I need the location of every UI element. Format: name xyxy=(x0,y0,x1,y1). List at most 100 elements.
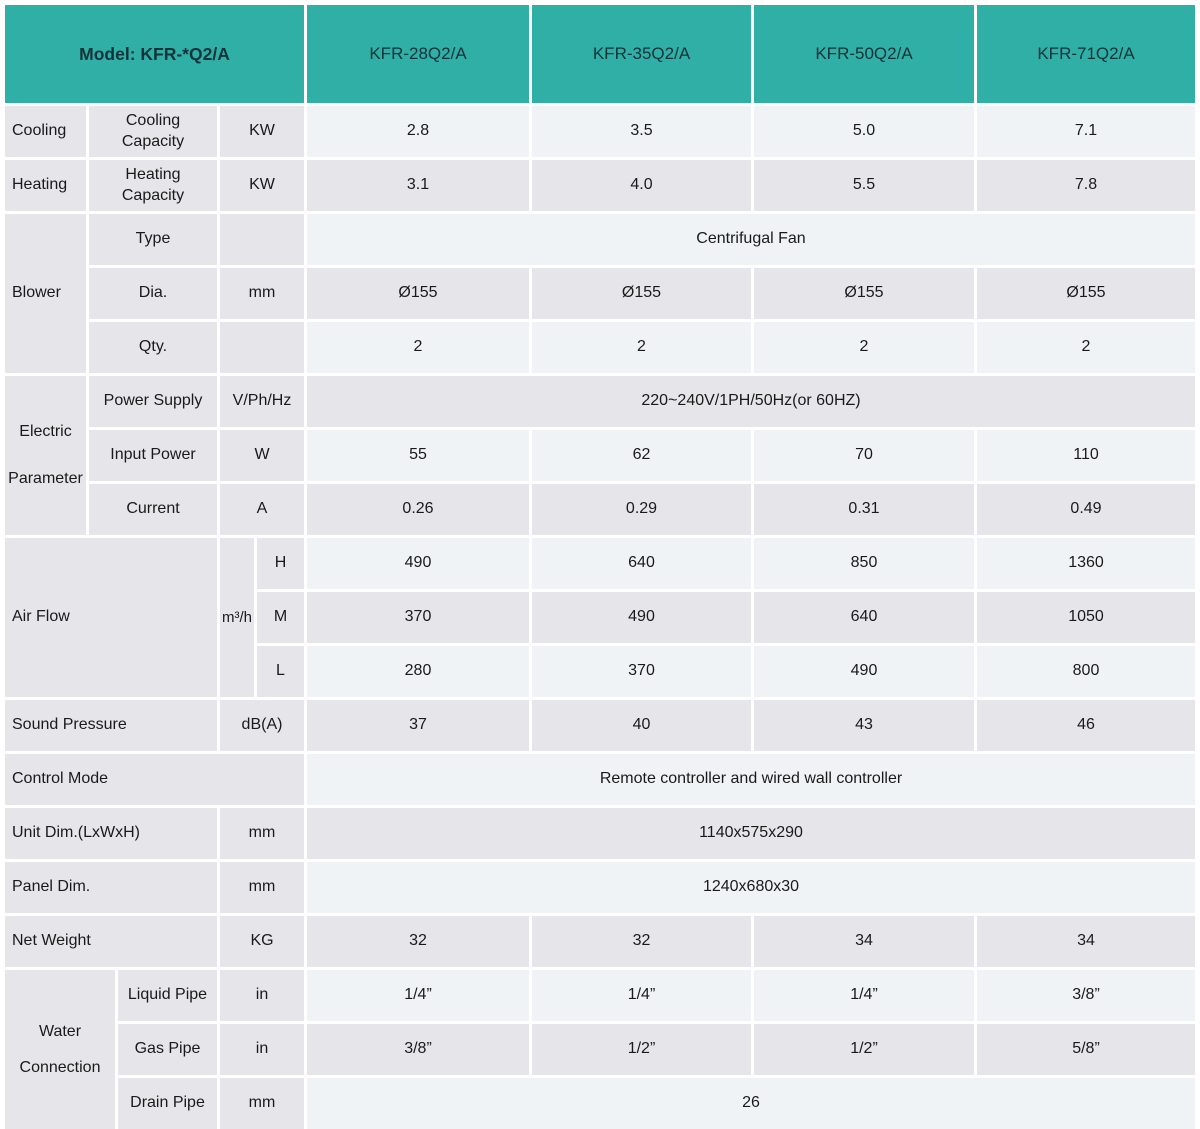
heating-value: 5.5 xyxy=(754,160,974,211)
air-flow-high-value: 490 xyxy=(307,538,529,589)
air-flow-low-label: L xyxy=(257,646,304,697)
air-flow-high-value: 1360 xyxy=(977,538,1195,589)
air-flow-low-value: 800 xyxy=(977,646,1195,697)
header-row: Model: KFR-*Q2/A KFR-28Q2/A KFR-35Q2/A K… xyxy=(5,5,1195,103)
heating-value: 4.0 xyxy=(532,160,751,211)
blower-dia-row: Dia. mm Ø155 Ø155 Ø155 Ø155 xyxy=(89,268,1195,319)
sound-pressure-row: Sound Pressure dB(A) 37 40 43 46 xyxy=(5,700,1195,751)
blower-type-unit xyxy=(220,214,304,265)
blower-type-row: Type Centrifugal Fan xyxy=(89,214,1195,265)
heating-group-label: Heating xyxy=(5,160,86,211)
air-flow-group-label: Air Flow xyxy=(5,538,217,697)
column-header-kfr71: KFR-71Q2/A xyxy=(977,5,1195,103)
air-flow-section: Air Flow m³/h H 490 640 850 1360 M 370 4… xyxy=(5,538,1195,697)
air-flow-medium-value: 1050 xyxy=(977,592,1195,643)
cooling-capacity-label: Cooling Capacity xyxy=(89,106,217,157)
net-weight-row: Net Weight KG 32 32 34 34 xyxy=(5,916,1195,967)
blower-qty-label: Qty. xyxy=(89,322,217,373)
sound-pressure-value: 46 xyxy=(977,700,1195,751)
heating-value: 7.8 xyxy=(977,160,1195,211)
liquid-pipe-row: Liquid Pipe in 1/4” 1/4” 1/4” 3/8” xyxy=(118,970,1195,1021)
column-header-kfr28: KFR-28Q2/A xyxy=(307,5,529,103)
panel-dim-unit: mm xyxy=(220,862,304,913)
unit-dim-row: Unit Dim.(LxWxH) mm 1140x575x290 xyxy=(5,808,1195,859)
air-flow-low-value: 490 xyxy=(754,646,974,697)
sound-pressure-value: 43 xyxy=(754,700,974,751)
air-flow-high-row: H 490 640 850 1360 xyxy=(257,538,1195,589)
column-header-kfr35: KFR-35Q2/A xyxy=(532,5,751,103)
current-label: Current xyxy=(89,484,217,535)
heating-unit: KW xyxy=(220,160,304,211)
air-flow-medium-value: 640 xyxy=(754,592,974,643)
liquid-pipe-label: Liquid Pipe xyxy=(118,970,217,1021)
current-value: 0.29 xyxy=(532,484,751,535)
input-power-value: 110 xyxy=(977,430,1195,481)
panel-dim-value: 1240x680x30 xyxy=(307,862,1195,913)
cooling-group-label: Cooling xyxy=(5,106,86,157)
unit-dim-unit: mm xyxy=(220,808,304,859)
cooling-value: 7.1 xyxy=(977,106,1195,157)
input-power-value: 70 xyxy=(754,430,974,481)
current-value: 0.49 xyxy=(977,484,1195,535)
liquid-pipe-value: 1/4” xyxy=(754,970,974,1021)
input-power-label: Input Power xyxy=(89,430,217,481)
power-supply-row: Power Supply V/Ph/Hz 220~240V/1PH/50Hz(o… xyxy=(89,376,1195,427)
heating-capacity-label: Heating Capacity xyxy=(89,160,217,211)
power-supply-label: Power Supply xyxy=(89,376,217,427)
panel-dim-label: Panel Dim. xyxy=(5,862,217,913)
sound-pressure-value: 37 xyxy=(307,700,529,751)
electric-parameter-section: Electric Parameter Power Supply V/Ph/Hz … xyxy=(5,376,1195,535)
blower-dia-value: Ø155 xyxy=(754,268,974,319)
gas-pipe-value: 1/2” xyxy=(532,1024,751,1075)
drain-pipe-value: 26 xyxy=(307,1078,1195,1129)
unit-dim-label: Unit Dim.(LxWxH) xyxy=(5,808,217,859)
input-power-row: Input Power W 55 62 70 110 xyxy=(89,430,1195,481)
blower-dia-label: Dia. xyxy=(89,268,217,319)
water-connection-section: Water Connection Liquid Pipe in 1/4” 1/4… xyxy=(5,970,1195,1129)
blower-qty-value: 2 xyxy=(307,322,529,373)
blower-qty-unit xyxy=(220,322,304,373)
current-unit: A xyxy=(220,484,304,535)
cooling-unit: KW xyxy=(220,106,304,157)
net-weight-value: 32 xyxy=(307,916,529,967)
cooling-value: 3.5 xyxy=(532,106,751,157)
air-flow-high-value: 640 xyxy=(532,538,751,589)
heating-row: Heating Heating Capacity KW 3.1 4.0 5.5 … xyxy=(5,160,1195,211)
blower-qty-value: 2 xyxy=(754,322,974,373)
control-mode-row: Control Mode Remote controller and wired… xyxy=(5,754,1195,805)
blower-qty-value: 2 xyxy=(977,322,1195,373)
blower-qty-value: 2 xyxy=(532,322,751,373)
sound-pressure-value: 40 xyxy=(532,700,751,751)
input-power-value: 55 xyxy=(307,430,529,481)
gas-pipe-value: 3/8” xyxy=(307,1024,529,1075)
blower-group-label: Blower xyxy=(5,214,86,373)
air-flow-medium-value: 490 xyxy=(532,592,751,643)
drain-pipe-label: Drain Pipe xyxy=(118,1078,217,1129)
air-flow-high-label: H xyxy=(257,538,304,589)
drain-pipe-row: Drain Pipe mm 26 xyxy=(118,1078,1195,1129)
blower-type-label: Type xyxy=(89,214,217,265)
power-supply-value: 220~240V/1PH/50Hz(or 60HZ) xyxy=(307,376,1195,427)
gas-pipe-value: 1/2” xyxy=(754,1024,974,1075)
current-row: Current A 0.26 0.29 0.31 0.49 xyxy=(89,484,1195,535)
drain-pipe-unit: mm xyxy=(220,1078,304,1129)
air-flow-medium-label: M xyxy=(257,592,304,643)
heating-value: 3.1 xyxy=(307,160,529,211)
air-flow-medium-value: 370 xyxy=(307,592,529,643)
water-connection-group-label: Water Connection xyxy=(5,970,115,1129)
blower-dia-value: Ø155 xyxy=(532,268,751,319)
power-supply-unit: V/Ph/Hz xyxy=(220,376,304,427)
panel-dim-row: Panel Dim. mm 1240x680x30 xyxy=(5,862,1195,913)
net-weight-value: 32 xyxy=(532,916,751,967)
gas-pipe-unit: in xyxy=(220,1024,304,1075)
net-weight-value: 34 xyxy=(754,916,974,967)
current-value: 0.26 xyxy=(307,484,529,535)
blower-qty-row: Qty. 2 2 2 2 xyxy=(89,322,1195,373)
blower-dia-value: Ø155 xyxy=(307,268,529,319)
blower-type-value: Centrifugal Fan xyxy=(307,214,1195,265)
input-power-value: 62 xyxy=(532,430,751,481)
sound-pressure-label: Sound Pressure xyxy=(5,700,217,751)
blower-dia-unit: mm xyxy=(220,268,304,319)
air-flow-unit: m³/h xyxy=(220,538,254,697)
input-power-unit: W xyxy=(220,430,304,481)
